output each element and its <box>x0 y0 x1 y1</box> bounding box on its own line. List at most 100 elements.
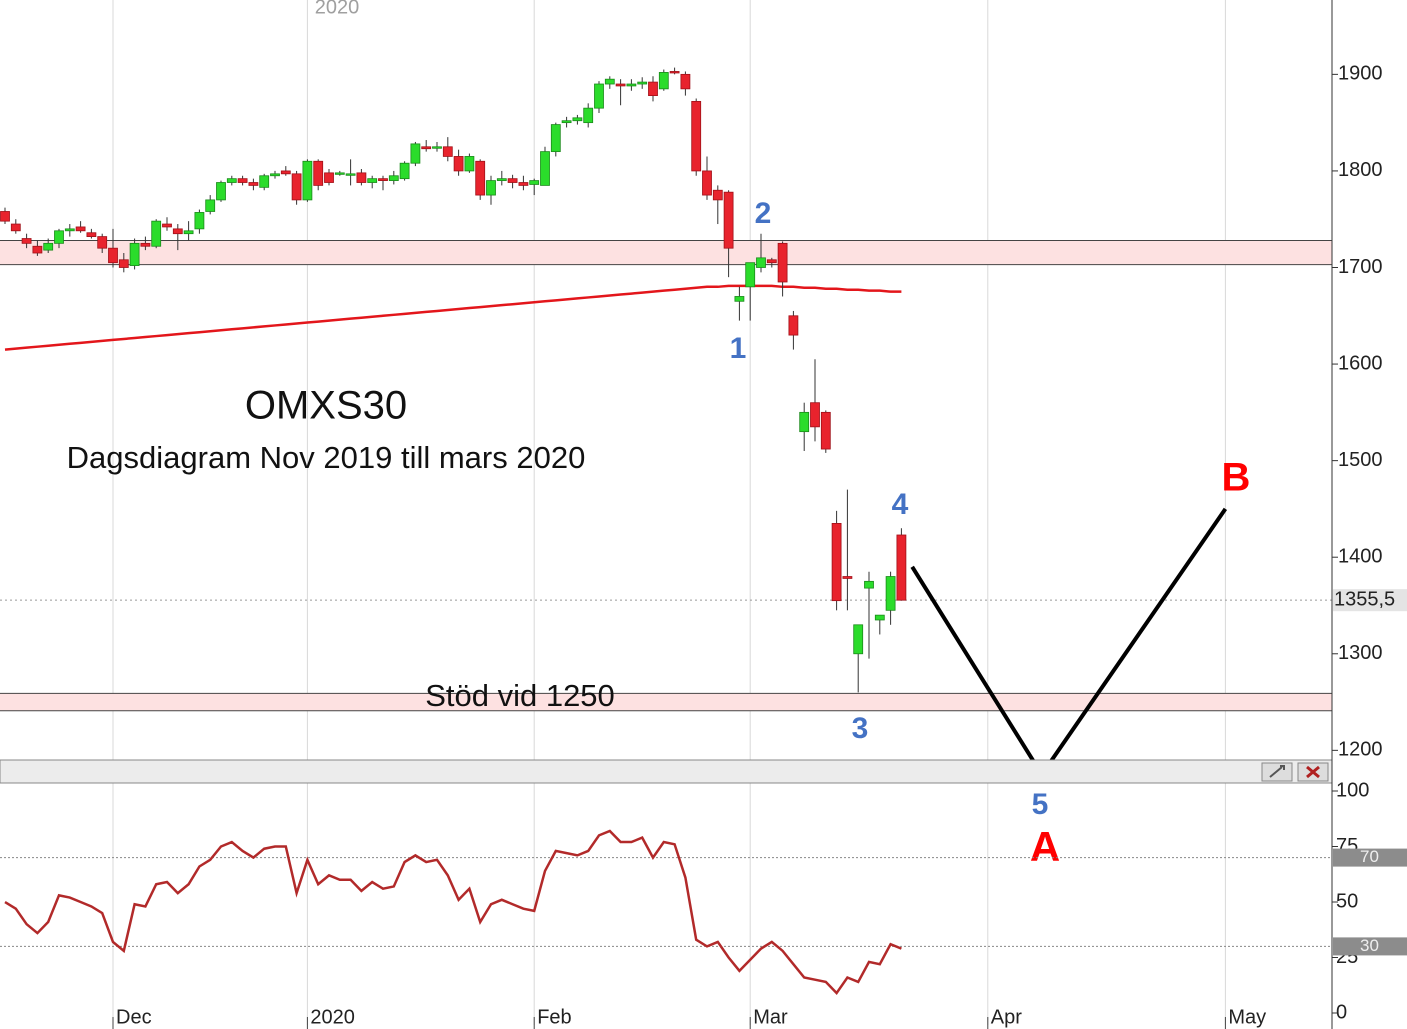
panel-separator <box>0 759 1333 784</box>
candle-body <box>691 100 702 172</box>
candle-body <box>648 81 658 97</box>
zone-label: Stöd vid 1250 <box>425 678 615 713</box>
candle-body <box>561 120 572 124</box>
candle-body <box>453 156 464 172</box>
y-tick-label: 1900 <box>1338 63 1383 85</box>
rsi-y-tick-label: 0 <box>1336 1001 1347 1023</box>
candle-body <box>183 230 194 235</box>
last-price-label: 1355,5 <box>1334 588 1395 610</box>
last-price-box <box>1333 589 1407 612</box>
wave-label: 2 <box>755 197 772 230</box>
candle-body <box>43 242 54 251</box>
candle-body <box>745 262 756 288</box>
y-tick-label: 1300 <box>1338 642 1383 664</box>
candle-body <box>788 315 799 336</box>
y-tick-label: 1400 <box>1338 545 1383 567</box>
candle-body <box>777 242 788 283</box>
candle-body <box>442 146 453 157</box>
candle-body <box>615 83 626 87</box>
y-tick-label: 1600 <box>1338 352 1383 374</box>
candle-body <box>658 72 669 90</box>
candle-body <box>626 83 637 87</box>
chart-title: OMXS30 <box>245 384 407 428</box>
candle-body <box>810 402 820 428</box>
y-tick-label: 1700 <box>1338 256 1383 278</box>
support-zone <box>0 240 1332 265</box>
candle-body <box>496 178 507 181</box>
candle-body <box>216 182 226 201</box>
settings-icon <box>1269 765 1285 778</box>
rsi-y-tick-label: 50 <box>1336 890 1358 912</box>
candle-body <box>367 178 378 183</box>
candle-body <box>529 180 540 185</box>
candle-body <box>313 160 324 186</box>
candle-body <box>302 160 313 201</box>
candle-body <box>486 180 496 196</box>
candle-body <box>75 226 86 232</box>
candle-body <box>421 146 432 150</box>
candle-body <box>118 259 129 268</box>
rsi-level-box <box>1333 937 1407 956</box>
top-year-label: 2020 <box>315 0 360 18</box>
candle-body <box>820 411 831 450</box>
wave-label: B <box>1222 456 1251 500</box>
candle-body <box>237 178 248 183</box>
candle-body <box>0 211 10 222</box>
candle-body <box>464 156 475 172</box>
candle-body <box>507 178 518 183</box>
wave-label: 1 <box>730 332 747 365</box>
candle-body <box>194 212 205 230</box>
candle-body <box>680 73 691 90</box>
candle-body <box>356 172 367 183</box>
candle-body <box>270 173 280 177</box>
x-tick-label: 2020 <box>310 1006 355 1028</box>
rsi-line <box>4 829 902 995</box>
candle-body <box>410 143 421 164</box>
candle-body <box>259 175 270 188</box>
candle-body <box>669 71 680 74</box>
candle-body <box>637 81 648 85</box>
candle-body <box>896 534 907 601</box>
candle-body <box>799 411 810 433</box>
candle-body <box>291 173 302 201</box>
candle-body <box>885 576 896 611</box>
wave-label: 3 <box>852 712 869 745</box>
candle-body <box>572 117 583 122</box>
chart-subtitle: Dagsdiagram Nov 2019 till mars 2020 <box>67 440 586 475</box>
candle-body <box>10 223 21 232</box>
close-icon <box>1306 765 1320 779</box>
candle-body <box>248 182 259 186</box>
candle-body <box>842 576 853 579</box>
candle-body <box>64 228 75 232</box>
y-tick-label: 1200 <box>1338 739 1383 761</box>
candle-body <box>712 189 723 201</box>
candle-body <box>864 580 874 589</box>
candle-body <box>766 259 777 264</box>
candle-body <box>723 191 734 249</box>
candle-body <box>21 238 32 244</box>
wave-label: 5 <box>1032 788 1049 821</box>
candle-body <box>432 146 442 149</box>
candle-body <box>86 232 97 237</box>
x-tick-label: May <box>1228 1006 1266 1028</box>
wave-label: A <box>1030 823 1060 870</box>
x-tick-label: Dec <box>116 1006 152 1028</box>
candle-body <box>378 178 388 181</box>
candle-body <box>172 228 183 235</box>
candle-body <box>756 257 766 268</box>
support-zone <box>0 693 1332 711</box>
candle-body <box>140 242 151 247</box>
candle-body <box>205 199 216 212</box>
candle-body <box>345 173 356 176</box>
x-tick-label: Mar <box>753 1006 788 1028</box>
x-tick-label: Feb <box>537 1006 571 1028</box>
candle-body <box>874 614 885 621</box>
candle-body <box>54 230 64 244</box>
rsi-level-label: 30 <box>1360 936 1379 955</box>
candle-body <box>604 78 615 85</box>
candle-body <box>594 83 604 109</box>
candle-body <box>324 172 334 183</box>
